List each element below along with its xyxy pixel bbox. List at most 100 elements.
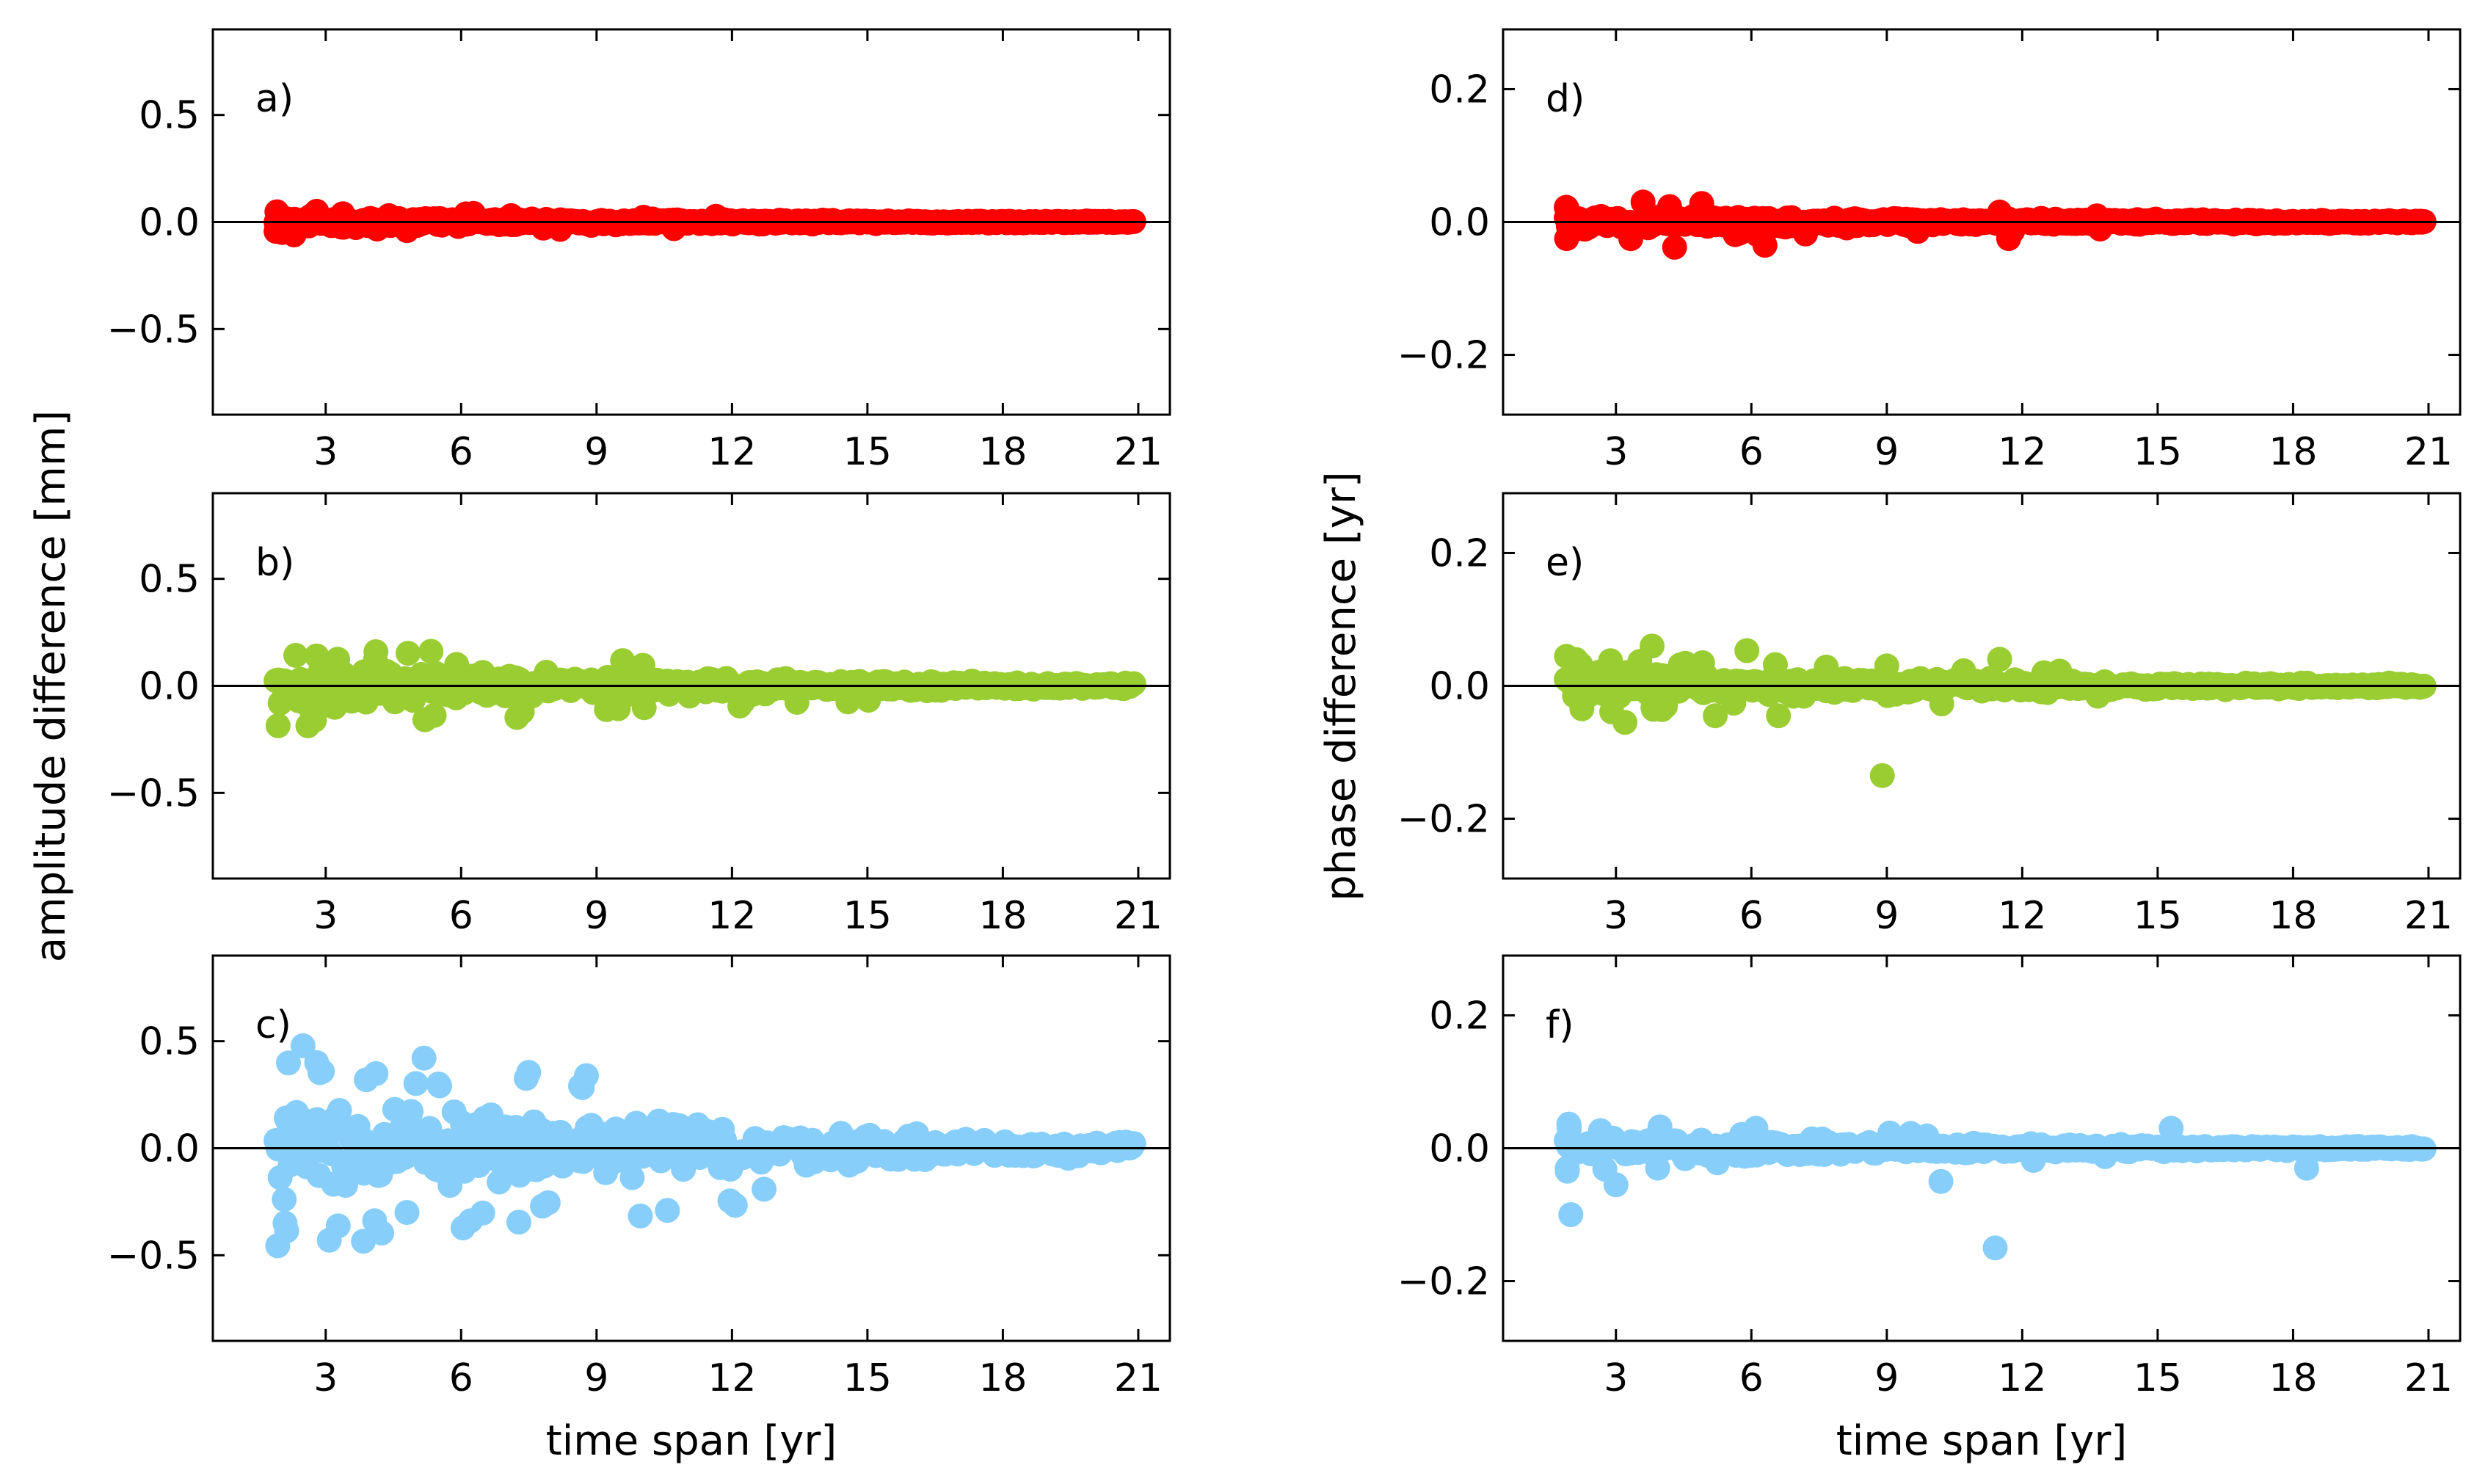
data-point [730, 689, 756, 714]
x-tick-label: 9 [1874, 430, 1899, 474]
x-tick-label: 18 [978, 430, 1027, 474]
x-tick-label: 15 [843, 430, 892, 474]
x-tick-label: 3 [313, 894, 338, 938]
data-point [411, 1045, 437, 1071]
x-tick-label: 9 [584, 430, 608, 474]
outlier-point [354, 1067, 379, 1093]
data-point [531, 215, 556, 241]
x-tick-label: 21 [1114, 894, 1163, 938]
x-tick-label: 6 [449, 1356, 473, 1400]
right-x-axis-title: time span [yr] [1836, 1417, 2128, 1465]
x-tick-label: 18 [2269, 894, 2317, 938]
x-tick-label: 6 [1739, 430, 1764, 474]
left-y-axis-title: amplitude difference [mm] [27, 410, 75, 963]
x-tick-label: 3 [313, 1356, 338, 1400]
outlier-point [1987, 199, 2012, 225]
data-point [330, 201, 356, 227]
panel-f: 3 6 9 12 15 18 21 0.2 0.0 −0.2 f) [1397, 954, 2462, 1400]
data-point [1673, 650, 1698, 676]
outlier-point [304, 198, 330, 224]
data-point [1121, 1131, 1146, 1157]
outlier-point [530, 1193, 555, 1219]
data-point [265, 201, 291, 227]
outlier-point [394, 218, 420, 244]
outlier-point [2294, 1155, 2319, 1181]
outlier-point [1869, 763, 1895, 788]
y-tick-label: 0.5 [139, 558, 200, 602]
data-point [752, 1176, 777, 1202]
left-x-axis-title: time span [yr] [546, 1417, 837, 1465]
outlier-point [444, 652, 470, 677]
data-point [362, 1208, 388, 1234]
data-point [628, 1203, 653, 1229]
data-point [661, 216, 687, 241]
y-tick-label: 0.0 [1429, 665, 1490, 709]
x-tick-label: 21 [1114, 1356, 1163, 1400]
panel-a: 3 6 9 12 15 18 21 0.5 0.0 −0.5 a) [107, 28, 1171, 474]
panel-d: 3 6 9 12 15 18 21 0.2 0.0 −0.2 d) [1397, 28, 2462, 474]
data-point [1905, 219, 1930, 244]
y-tick-label: 0.0 [139, 1127, 200, 1171]
data-point [1618, 226, 1643, 252]
x-tick-label: 15 [843, 1356, 892, 1400]
y-tick-label: 0.2 [1429, 531, 1490, 575]
y-tick-label: 0.0 [139, 665, 200, 709]
x-tick-label: 12 [1998, 1356, 2046, 1400]
data-point [506, 1210, 531, 1235]
panel-e: 3 6 9 12 15 18 21 0.2 0.0 −0.2 e) [1397, 492, 2462, 938]
outlier-point [1603, 1172, 1629, 1198]
panel-b: 3 6 9 12 15 18 21 0.5 0.0 −0.5 b) [107, 492, 1171, 938]
y-tick-label: 0.0 [1429, 201, 1490, 245]
data-point [2047, 658, 2073, 684]
data-point [784, 689, 810, 715]
scatter-series [1554, 633, 2437, 788]
y-tick-label: −0.5 [107, 771, 200, 815]
data-point [453, 201, 479, 227]
data-point [1587, 1118, 1613, 1143]
data-point [1721, 691, 1747, 716]
y-tick-label: 0.0 [139, 201, 200, 245]
x-tick-label: 6 [449, 430, 473, 474]
outlier-point [426, 1072, 451, 1096]
x-tick-label: 15 [2134, 1356, 2182, 1400]
outlier-point [1996, 226, 2021, 252]
outlier-point [1630, 189, 1656, 215]
outlier-point [281, 222, 307, 247]
data-point [325, 647, 351, 672]
outlier-point [1689, 191, 1714, 217]
data-point [1645, 1155, 1670, 1181]
data-point [1598, 648, 1623, 674]
outlier-point [1766, 703, 1792, 729]
y-tick-label: 0.5 [139, 94, 200, 138]
outlier-point [363, 647, 388, 673]
outlier-point [304, 1050, 330, 1075]
x-tick-label: 18 [978, 894, 1027, 938]
outlier-point [1982, 1235, 2008, 1261]
outlier-point [1662, 234, 1687, 260]
data-point [703, 203, 729, 229]
outlier-point [1558, 1202, 1584, 1227]
data-point [1877, 1120, 1902, 1146]
outlier-point [1752, 233, 1778, 258]
data-point [283, 642, 308, 668]
data-point [396, 641, 421, 666]
outlier-point [2158, 1116, 2184, 1141]
data-point [610, 648, 636, 674]
outlier-point [394, 1200, 420, 1225]
data-point [327, 1098, 352, 1123]
x-tick-label: 15 [2134, 894, 2182, 938]
data-point [265, 713, 291, 738]
y-tick-label: 0.2 [1429, 994, 1490, 1038]
data-point [2092, 1143, 2118, 1169]
x-tick-label: 21 [1114, 430, 1163, 474]
x-tick-label: 3 [1604, 430, 1628, 474]
data-point [1569, 696, 1595, 721]
data-point [630, 205, 656, 230]
data-point [290, 1033, 316, 1058]
outlier-point [1640, 633, 1665, 659]
outlier-point [1928, 1168, 1954, 1194]
data-point [1689, 650, 1715, 675]
data-point [1121, 671, 1146, 696]
outlier-point [1612, 710, 1638, 735]
data-point [856, 688, 881, 713]
